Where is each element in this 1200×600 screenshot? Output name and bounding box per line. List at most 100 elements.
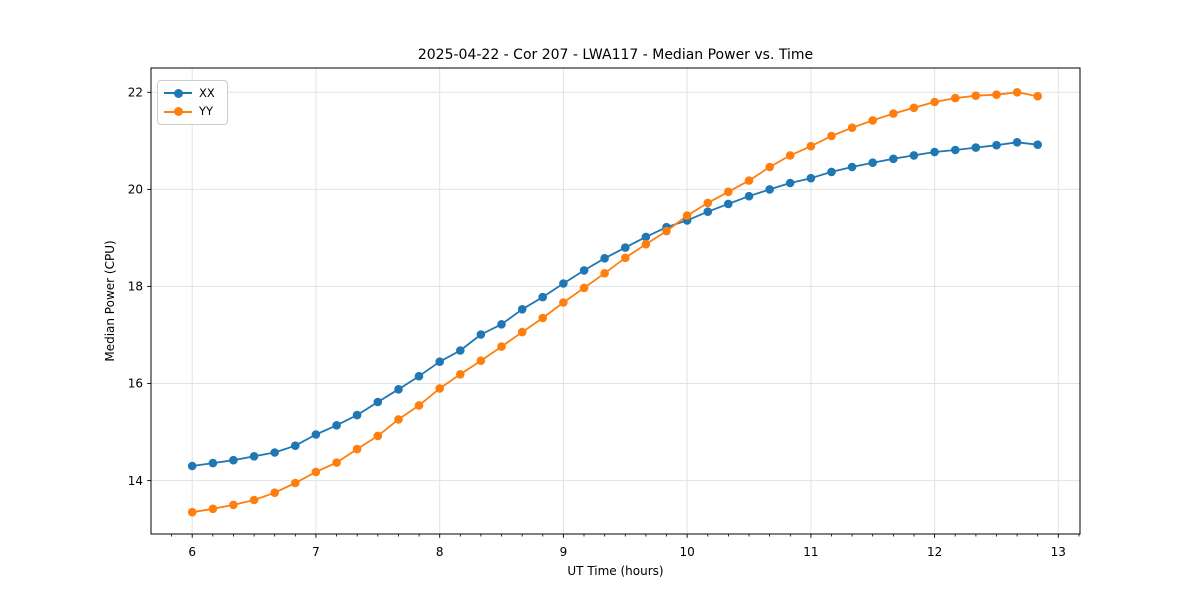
series-marker-yy [249,495,259,505]
series-marker-xx [600,253,609,263]
series-marker-yy [847,123,857,132]
series-marker-xx [806,173,816,183]
legend-entry-yy: YY [164,104,221,118]
series-marker-yy [682,211,692,220]
series-marker-xx [352,410,362,420]
series-marker-xx [208,458,218,468]
series-marker-yy [641,239,651,249]
series-marker-yy [785,151,795,160]
y-tick-label: 22 [128,86,143,100]
series-marker-xx [641,232,651,242]
series-marker-yy [497,342,506,351]
series-marker-yy [662,226,671,236]
y-tick-label: 20 [128,183,143,197]
series-marker-yy [951,93,960,103]
series-marker-xx [951,145,960,155]
series-marker-yy [600,269,609,278]
series-marker-xx [517,305,527,314]
series-marker-yy [703,198,713,208]
legend: XX YY [157,80,228,125]
series-marker-yy [187,507,197,517]
series-marker-xx [373,397,383,407]
series-marker-yy [208,504,218,514]
chart-title: 2025-04-22 - Cor 207 - LWA117 - Median P… [417,47,814,63]
series-marker-xx [744,191,754,201]
legend-entry-xx: XX [164,85,221,100]
x-tick-label: 11 [803,545,818,559]
series-marker-xx [827,167,836,177]
series-marker-yy [1012,88,1022,97]
x-axis-label: UT Time (hours) [567,564,664,578]
series-marker-xx [868,158,877,167]
series-marker-xx [909,151,919,160]
series-marker-yy [332,458,341,467]
x-tick-label: 8 [436,545,444,559]
series-marker-yy [744,176,754,185]
y-axis-label: Median Power (CPU) [103,240,117,362]
legend-label: YY [199,104,214,118]
series-marker-xx [785,178,795,188]
series-marker-xx [703,207,713,216]
series-marker-xx [249,452,259,461]
series-marker-xx [621,243,630,252]
series-marker-yy [971,91,981,100]
series-marker-yy [373,431,383,441]
x-tick-label: 6 [188,545,196,559]
series-marker-xx [538,292,547,302]
series-marker-yy [889,109,898,118]
series-marker-yy [394,415,403,424]
series-marker-xx [930,147,939,157]
series-marker-xx [270,448,280,457]
series-marker-xx [476,330,486,339]
series-marker-xx [332,421,341,430]
series-marker-yy [579,283,589,293]
series-marker-xx [889,154,898,164]
y-tick-label: 14 [128,474,143,488]
series-marker-xx [311,430,321,439]
x-tick-label: 10 [679,545,694,559]
legend-line-marker-icon [164,88,192,98]
series-marker-yy [868,116,877,125]
x-tick-label: 13 [1051,545,1066,559]
series-marker-yy [435,384,445,393]
series-marker-xx [229,455,238,465]
series-marker-yy [909,103,919,113]
series-marker-xx [456,346,465,355]
series-marker-xx [992,140,1001,150]
y-tick-label: 18 [128,280,143,294]
series-marker-yy [414,401,424,410]
series-marker-yy [559,298,568,307]
series-marker-yy [352,444,362,454]
series-marker-xx [291,441,300,451]
series-marker-yy [270,488,280,498]
series-marker-yy [538,313,547,323]
series-marker-yy [517,327,527,337]
series-marker-yy [456,370,465,379]
series-marker-yy [765,162,774,172]
series-marker-xx [394,385,403,394]
series-marker-yy [724,187,733,197]
x-tick-label: 9 [560,545,568,559]
series-line-xx [191,141,1039,467]
series-marker-yy [1033,91,1042,101]
series-marker-xx [1012,138,1022,147]
series-marker-xx [765,185,774,194]
series-marker-xx [847,162,857,172]
series-marker-xx [971,143,981,152]
plot-border [150,67,1081,535]
series-marker-xx [187,461,197,471]
series-marker-xx [579,266,589,275]
legend-label: XX [199,85,215,100]
series-marker-yy [291,478,300,488]
series-marker-yy [992,90,1001,99]
series-marker-xx [414,371,424,381]
series-marker-xx [1033,140,1042,149]
series-marker-yy [621,253,630,263]
series-marker-yy [476,356,486,366]
series-marker-yy [930,97,939,107]
series-marker-xx [497,320,506,329]
x-tick-label: 12 [927,545,942,559]
series-marker-yy [806,141,816,151]
